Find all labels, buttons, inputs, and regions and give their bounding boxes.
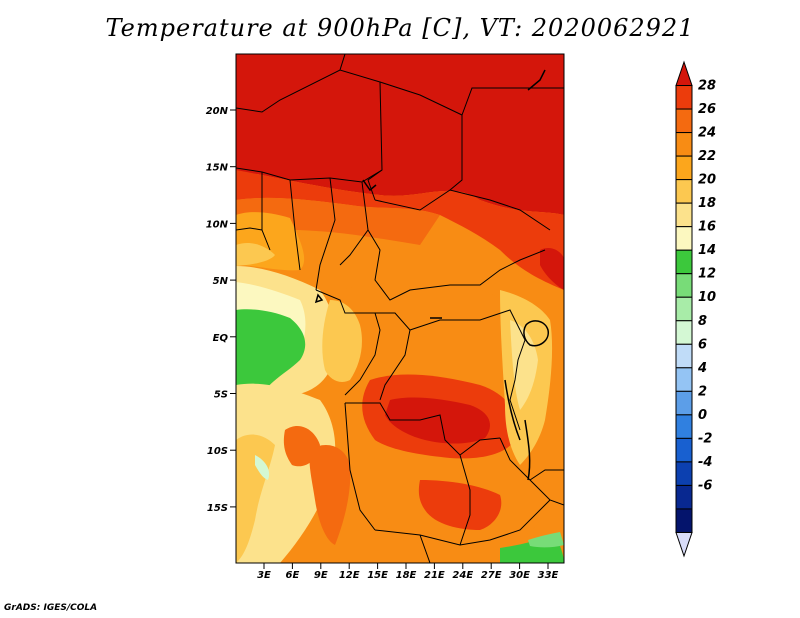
map-title: Temperature at 900hPa [C], VT: 202006292… — [105, 14, 695, 42]
lat-tick-label: 5N — [213, 276, 229, 287]
colorbar-label: -6 — [698, 478, 712, 493]
colorbar-swatch — [675, 461, 693, 486]
country-borders — [236, 54, 564, 563]
lat-tick-label: EQ — [213, 333, 229, 344]
lon-tick-label: 12E — [339, 570, 360, 581]
colorbar-label: 22 — [698, 149, 716, 164]
lon-tick-label: 9E — [314, 570, 328, 581]
colorbar-swatch — [675, 132, 693, 157]
colorbar-swatch — [675, 320, 693, 345]
colorbar-swatch — [675, 296, 693, 322]
lon-tick-label: 24E — [452, 570, 473, 581]
colorbar-swatch — [675, 367, 693, 392]
colorbar-swatch — [675, 484, 693, 510]
lon-tick-label: 30E — [509, 570, 530, 581]
colorbar-swatch — [675, 155, 693, 181]
colorbar-bottom-arrow — [675, 531, 693, 558]
colorbar-swatch — [675, 226, 693, 251]
colorbar-label: 24 — [698, 126, 716, 141]
colorbar-swatch — [675, 179, 693, 204]
lon-tick-label: 6E — [286, 570, 300, 581]
lon-tick-label: 21E — [424, 570, 445, 581]
lat-tick-label: 20N — [206, 106, 229, 117]
colorbar-swatch — [675, 85, 693, 110]
lat-tick-label: 10N — [206, 219, 229, 230]
colorbar-top-arrow — [675, 60, 693, 87]
colorbar-label: 26 — [698, 102, 716, 117]
longitude-axis: 3E 6E 9E 12E 15E 18E 21E 24E 27E 30E 33E — [257, 563, 559, 581]
colorbar-swatch — [675, 508, 693, 533]
colorbar-label: -4 — [698, 455, 712, 470]
colorbar-label: 0 — [698, 408, 707, 423]
colorbar-label: 4 — [697, 361, 707, 376]
map-frame — [235, 53, 565, 564]
lon-tick-label: 3E — [257, 570, 271, 581]
colorbar-swatch — [675, 390, 693, 416]
colorbar-swatch — [675, 437, 693, 463]
colorbar-label: 10 — [698, 290, 716, 305]
lon-tick-label: 33E — [538, 570, 559, 581]
colorbar-swatch — [675, 414, 693, 439]
colorbar-label: 8 — [698, 314, 707, 329]
grads-credit: GrADS: IGES/COLA — [4, 603, 98, 613]
colorbar-swatch — [675, 343, 693, 369]
colorbar-label: 20 — [698, 173, 716, 188]
colorbar-swatch — [675, 273, 693, 298]
colorbar-label: 16 — [698, 220, 716, 235]
colorbar-label: 6 — [698, 337, 707, 352]
colorbar-label: 14 — [698, 243, 716, 258]
colorbar-label: 2 — [698, 384, 707, 399]
lon-tick-label: 18E — [396, 570, 417, 581]
colorbar-label: -2 — [698, 431, 712, 446]
lat-tick-label: 10S — [207, 446, 228, 457]
colorbar-label: 18 — [698, 196, 716, 211]
colorbar-swatch — [675, 249, 693, 275]
lake-outlines — [314, 69, 549, 481]
lat-tick-label: 15S — [207, 503, 228, 514]
colorbar-swatch — [675, 202, 693, 228]
colorbar-label: 28 — [698, 79, 716, 94]
colorbar-swatch — [675, 108, 693, 134]
lat-tick-label: 5S — [214, 390, 228, 401]
lon-tick-label: 15E — [367, 570, 388, 581]
colorbar-label: 12 — [698, 267, 716, 282]
latitude-axis: 20N 15N 10N 5N EQ 5S 10S 15S — [206, 106, 236, 514]
lat-tick-label: 15N — [206, 163, 229, 174]
temperature-field — [236, 54, 564, 563]
lon-tick-label: 27E — [481, 570, 502, 581]
